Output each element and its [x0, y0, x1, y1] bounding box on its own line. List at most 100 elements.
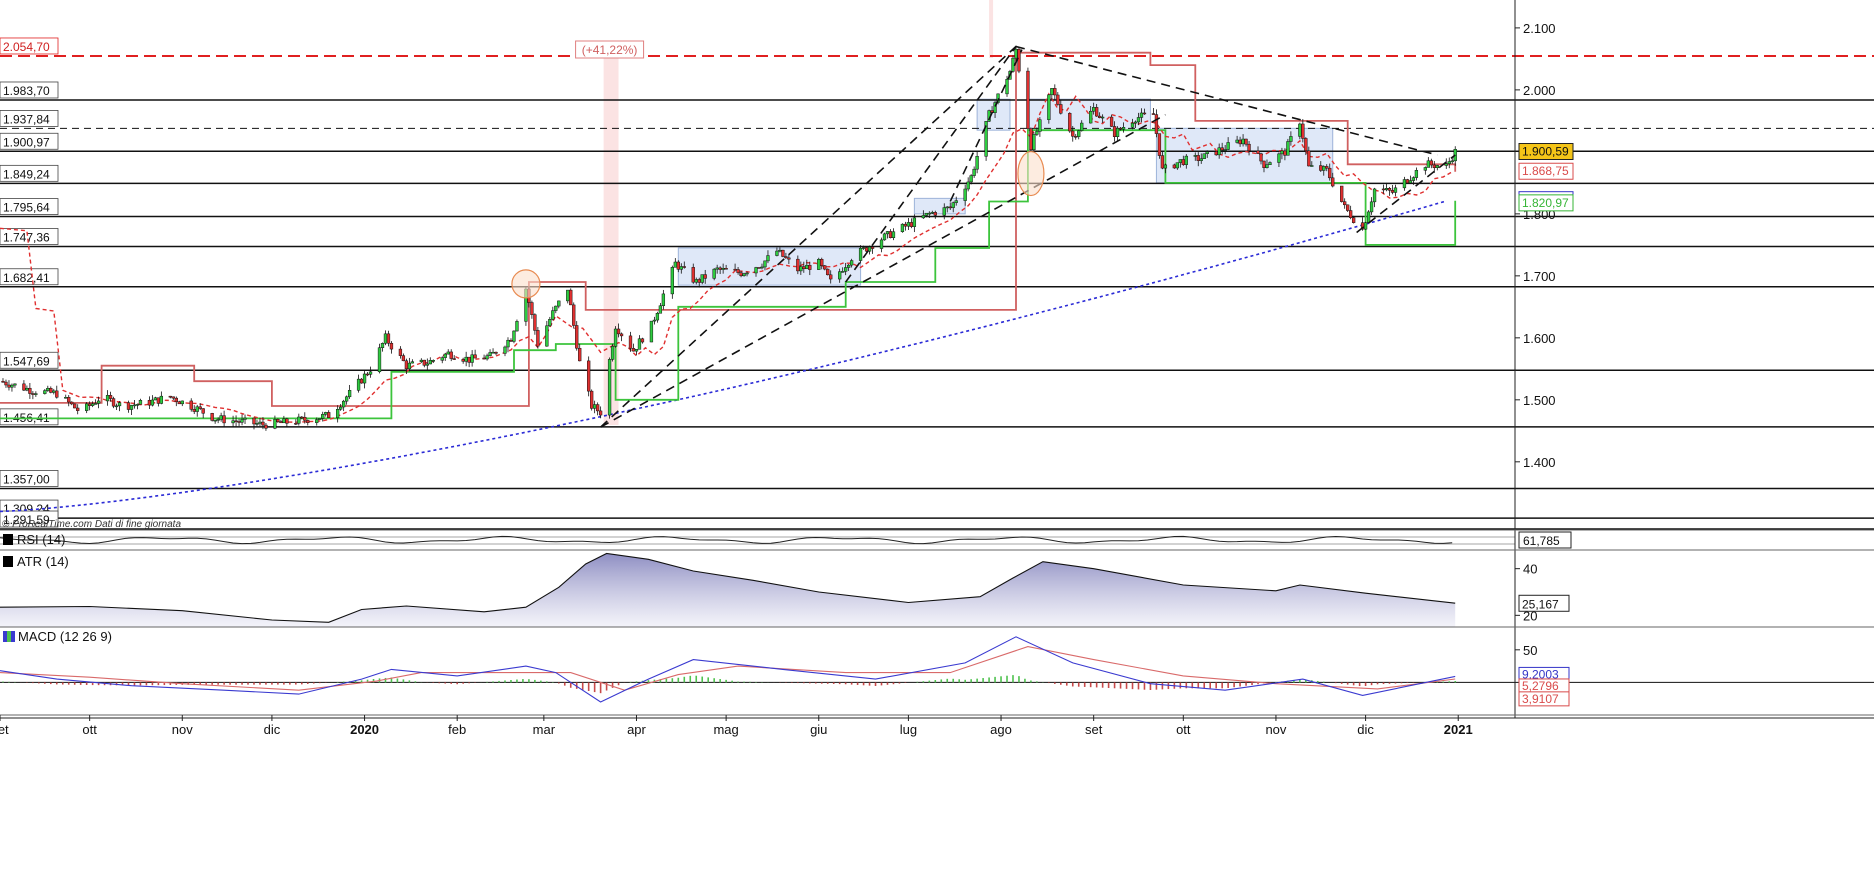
candle-body: [799, 266, 803, 272]
candle: [440, 356, 444, 364]
candle: [598, 406, 603, 419]
x-tick-label: apr: [627, 722, 646, 737]
candle: [1262, 160, 1266, 173]
candle-body: [1256, 150, 1260, 154]
candle: [775, 247, 779, 257]
candle: [1301, 119, 1305, 143]
candle-body: [745, 272, 749, 275]
candle: [1411, 176, 1416, 185]
candle: [1163, 163, 1168, 174]
candle-body: [443, 353, 447, 358]
level-label: 1.357,00: [3, 472, 50, 486]
candle: [368, 366, 373, 378]
x-tick-label: set: [1085, 722, 1103, 737]
y-tick-label: 1.700: [1523, 269, 1556, 284]
candle-body: [306, 420, 310, 423]
candle-body: [1184, 155, 1188, 165]
candle-body: [1220, 147, 1224, 151]
candle: [43, 389, 47, 395]
candle: [4, 379, 8, 388]
candle: [201, 408, 205, 419]
candle-body: [216, 419, 220, 421]
candle-body: [975, 156, 979, 170]
candle: [1247, 140, 1251, 156]
candle-body: [754, 267, 758, 274]
candle-body: [1157, 133, 1162, 156]
candle-body: [885, 231, 890, 235]
candle: [1349, 205, 1353, 220]
candle: [891, 228, 896, 241]
candle-body: [1265, 164, 1269, 168]
candle: [189, 398, 193, 412]
candle: [1277, 152, 1281, 167]
candle-body: [503, 346, 507, 354]
candle: [380, 342, 385, 352]
y-tick-label: 1.400: [1523, 455, 1556, 470]
candle: [927, 211, 931, 219]
candle: [85, 402, 89, 414]
candle-body: [1426, 160, 1430, 168]
candle-body: [1226, 142, 1230, 150]
candle: [975, 151, 979, 174]
candle: [742, 272, 746, 277]
candle-body: [428, 360, 432, 365]
level-label-box: [0, 110, 59, 127]
candle-body: [766, 255, 770, 262]
candle-body: [778, 249, 782, 252]
candle-body: [22, 383, 26, 391]
y-tick-label: 2.100: [1523, 21, 1556, 36]
candle: [820, 257, 824, 270]
candle-body: [966, 181, 970, 190]
candle-body: [401, 355, 406, 362]
candle-body: [781, 249, 785, 257]
candle-body: [512, 330, 516, 342]
candle: [1100, 114, 1105, 123]
candle: [470, 350, 474, 367]
candle: [452, 355, 456, 360]
candle: [595, 402, 600, 416]
candle: [344, 395, 349, 405]
candle: [808, 261, 812, 276]
candle-body: [222, 415, 226, 424]
candle: [339, 404, 343, 411]
candle: [240, 414, 244, 426]
candle-body: [1047, 94, 1051, 120]
candle-body: [240, 419, 244, 423]
candle: [1011, 55, 1015, 73]
candle-body: [276, 419, 280, 423]
candle: [1068, 112, 1072, 133]
candle-body: [1328, 167, 1332, 179]
candle-body: [575, 325, 579, 349]
candle: [1444, 158, 1448, 169]
candle-body: [1196, 155, 1200, 161]
atr-title: ATR (14): [17, 554, 69, 569]
candle-body: [70, 401, 74, 405]
x-tick-label: nov: [172, 722, 193, 737]
candle-body: [1115, 128, 1120, 137]
candle: [1056, 92, 1060, 106]
candle-body: [829, 274, 833, 280]
candle-body: [324, 412, 328, 415]
candle: [548, 316, 552, 328]
candle-body: [1223, 149, 1227, 151]
level-label-box: [0, 510, 59, 528]
candle: [867, 245, 872, 255]
candle-body: [1089, 110, 1093, 124]
candle-body: [386, 333, 391, 344]
candle-body: [679, 266, 683, 270]
candle: [1175, 162, 1179, 170]
candle-body: [557, 300, 561, 307]
candle-body: [607, 359, 612, 416]
candle: [649, 320, 654, 343]
candle: [485, 353, 489, 361]
candle-body: [616, 328, 621, 335]
candle-body: [1139, 112, 1144, 118]
candle-body: [1050, 88, 1054, 96]
candle-body: [1429, 160, 1433, 166]
x-tick-label: feb: [448, 722, 466, 737]
candle-body: [294, 423, 298, 425]
annotation-box: [575, 40, 645, 59]
candle: [1077, 129, 1081, 140]
candle-body: [368, 371, 373, 375]
candle: [96, 396, 101, 409]
